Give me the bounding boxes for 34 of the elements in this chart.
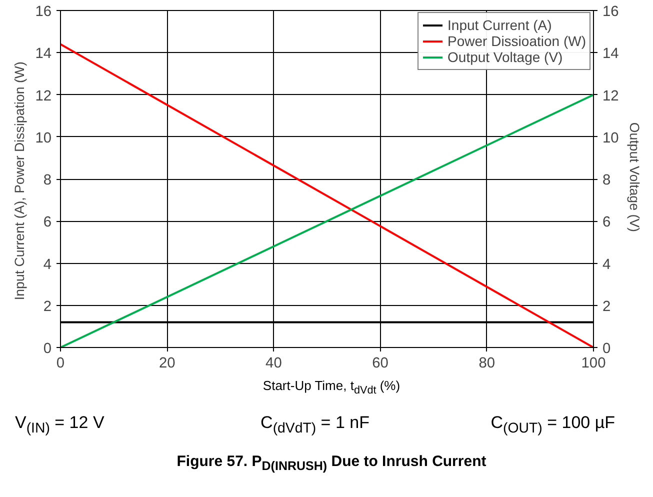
legend-label: Input Current (A) xyxy=(448,17,552,33)
x-axis-title: Start-Up Time, t$_{dVdt}$ (%) xyxy=(262,377,400,399)
text: C$_{(OUT)}$ = 100 µF xyxy=(490,412,615,438)
y2-tick-label: 10 xyxy=(602,130,619,146)
x-tick-label: 0 xyxy=(56,356,65,372)
y2-tick-label: 16 xyxy=(602,4,619,20)
y2-tick-label: 0 xyxy=(602,341,611,357)
y-tick-label: 12 xyxy=(35,88,52,104)
y-tick-label: 4 xyxy=(43,256,52,273)
text: Figure 57. P$_{D(INRUSH)}$ Due to Inrush Current xyxy=(176,452,486,475)
legend-label: Output Voltage (V) xyxy=(448,49,563,65)
y-tick-label: 14 xyxy=(35,46,52,62)
x-tick-label: 20 xyxy=(158,356,176,372)
text: C$_{(dVdT)}$ = 1 nF xyxy=(260,412,370,438)
y2-axis-title: Output Voltage (V) xyxy=(626,122,642,232)
y2-tick-label: 12 xyxy=(602,88,619,104)
y-tick-label: 8 xyxy=(43,172,52,188)
y2-tick-label: 8 xyxy=(602,172,611,188)
x-tick-label: 100 xyxy=(581,356,606,372)
y-tick-label: 6 xyxy=(43,214,52,231)
x-tick-label: 40 xyxy=(266,356,282,372)
y-axis-title: Input Current (A), Power Dissipation (W) xyxy=(12,62,28,300)
y2-tick-label: 14 xyxy=(602,46,619,62)
text: V$_{(IN)}$ = 12 V xyxy=(15,412,106,438)
x-tick-label: 80 xyxy=(478,356,496,372)
y2-tick-label: 6 xyxy=(602,214,611,231)
y-tick-label: 16 xyxy=(35,4,52,20)
y2-tick-label: 4 xyxy=(602,256,611,273)
y-tick-label: 10 xyxy=(35,130,52,146)
y-tick-label: 0 xyxy=(43,341,52,357)
y-tick-label: 2 xyxy=(43,298,52,315)
y2-tick-label: 2 xyxy=(602,298,611,315)
x-tick-label: 60 xyxy=(372,356,388,372)
legend-label: Power Dissioation (W) xyxy=(448,33,586,49)
